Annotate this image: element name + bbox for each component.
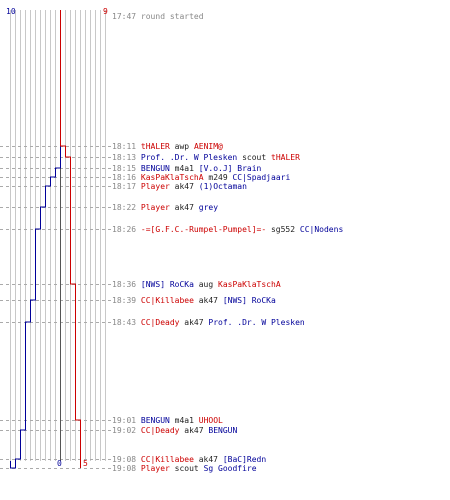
killer-name: Player	[140, 203, 170, 212]
kill-event: 18:36 [NWS] RoCKa aug KasPaKlaTschA	[112, 280, 281, 289]
victim-name: (1)Octaman	[198, 182, 247, 191]
weapon-name: m4a1	[174, 416, 194, 425]
killer-name: Prof. .Dr. W Plesken	[140, 153, 238, 162]
kill-event: 18:39 CC|Killabee ak47 [NWS] RoCKa	[112, 296, 276, 305]
victim-name: AENIM@	[193, 142, 223, 151]
players-alive-graph	[0, 10, 112, 469]
kill-event: 19:08 CC|Killabee ak47 [BaC]Redn	[112, 455, 266, 464]
event-time: 18:17	[112, 182, 137, 191]
killer-name: tHALER	[140, 142, 170, 151]
victim-name: CC|Spadjaari	[232, 173, 291, 182]
killer-name: CC|Deady	[140, 426, 180, 435]
kill-event: 18:15 BENGUN m4a1 [V.o.J] Brain	[112, 164, 261, 173]
killer-name: CC|Deady	[140, 318, 180, 327]
victim-name: CC|Nodens	[299, 225, 344, 234]
weapon-name: awp	[174, 142, 190, 151]
event-time: 19:01	[112, 416, 137, 425]
kill-event: 19:08 Player scout Sg Goodfire	[112, 464, 257, 473]
blue-end-count: 0	[57, 459, 62, 468]
killer-name: [NWS] RoCKa	[140, 280, 194, 289]
weapon-name: aug	[198, 280, 214, 289]
kill-event: 18:26 -=[G.F.C.-Rumpel-Pumpel]=- sg552 C…	[112, 225, 343, 234]
red-end-count: 5	[83, 459, 88, 468]
weapon-name: scout	[174, 464, 199, 473]
weapon-name: ak47	[174, 182, 194, 191]
kill-event: 18:22 Player ak47 grey	[112, 203, 218, 212]
weapon-name: ak47	[174, 203, 194, 212]
event-time: 18:15	[112, 164, 137, 173]
killer-name: Player	[140, 182, 170, 191]
red-start-count: 9	[103, 7, 108, 16]
victim-name: KasPaKlaTschA	[218, 280, 281, 289]
round-start-message: round started	[140, 12, 204, 21]
event-time: 18:16	[112, 173, 137, 182]
weapon-name: sg552	[270, 225, 296, 234]
victim-name: [NWS] RoCKa	[222, 296, 276, 305]
weapon-name: ak47	[198, 455, 218, 464]
killer-name: -=[G.F.C.-Rumpel-Pumpel]=-	[140, 225, 267, 234]
victim-name: [BaC]Redn	[222, 455, 267, 464]
blue-start-count: 10	[6, 7, 16, 16]
event-time: 18:22	[112, 203, 137, 212]
weapon-name: m4a1	[174, 164, 194, 173]
victim-name: Sg Goodfire	[203, 464, 257, 473]
event-time: 18:36	[112, 280, 137, 289]
killer-name: CC|Killabee	[140, 455, 194, 464]
killer-name: KasPaKlaTschA	[140, 173, 204, 182]
killer-name: CC|Killabee	[140, 296, 194, 305]
event-time: 18:13	[112, 153, 137, 162]
kill-event: 18:13 Prof. .Dr. W Plesken scout tHALER	[112, 153, 300, 162]
weapon-name: scout	[242, 153, 267, 162]
graph-grid	[10, 10, 106, 461]
kill-event: 19:01 BENGUN m4a1 UHOOL	[112, 416, 223, 425]
killer-name: Player	[140, 464, 170, 473]
event-time: 19:08	[112, 464, 137, 473]
kill-event: 18:16 KasPaKlaTschA m249 CC|Spadjaari	[112, 173, 290, 182]
killer-name: BENGUN	[140, 164, 170, 173]
victim-name: UHOOL	[198, 416, 223, 425]
kill-event: 18:43 CC|Deady ak47 Prof. .Dr. W Plesken	[112, 318, 305, 327]
weapon-name: ak47	[198, 296, 218, 305]
kill-event: 19:02 CC|Deady ak47 BENGUN	[112, 426, 237, 435]
event-time: 18:43	[112, 318, 137, 327]
victim-name: grey	[198, 203, 219, 212]
weapon-name: ak47	[184, 426, 204, 435]
weapon-name: m249	[208, 173, 228, 182]
victim-name: Prof. .Dr. W Plesken	[208, 318, 305, 327]
kill-event: 18:11 tHALER awp AENIM@	[112, 142, 223, 151]
round-start-line: 17:47 round started	[112, 12, 204, 21]
event-time: 18:39	[112, 296, 137, 305]
weapon-name: ak47	[184, 318, 204, 327]
event-time: 18:26	[112, 225, 137, 234]
victim-name: [V.o.J] Brain	[198, 164, 262, 173]
event-time: 17:47	[112, 12, 137, 21]
victim-name: tHALER	[271, 153, 300, 162]
victim-name: BENGUN	[208, 426, 238, 435]
event-time: 18:11	[112, 142, 137, 151]
kill-event: 18:17 Player ak47 (1)Octaman	[112, 182, 247, 191]
event-time: 19:02	[112, 426, 137, 435]
red-team-line	[60, 10, 81, 468]
blue-team-line	[10, 10, 61, 469]
killer-name: BENGUN	[140, 416, 170, 425]
event-time: 19:08	[112, 455, 137, 464]
